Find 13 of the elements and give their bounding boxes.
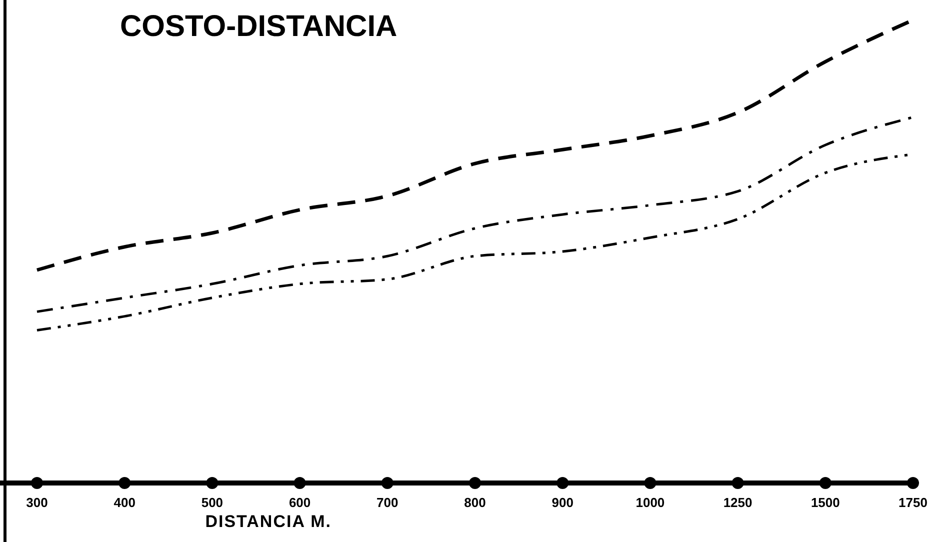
x-tick-label: 500 [201, 495, 224, 510]
x-tick-label: 1500 [810, 495, 840, 510]
x-tick-label: 900 [552, 495, 574, 510]
x-tick-label: 1000 [636, 495, 665, 510]
x-tick-label: 1250 [723, 495, 752, 510]
x-tick-label: 1750 [898, 495, 928, 510]
chart-title: COSTO-DISTANCIA [120, 10, 398, 43]
x-axis-title: DISTANCIA M. [205, 512, 332, 531]
x-tick-label: 600 [288, 495, 311, 510]
x-tick-label: 700 [376, 495, 398, 510]
x-tick-label: 800 [464, 495, 486, 510]
x-tick-label: 400 [114, 495, 136, 510]
x-tick-label: 300 [26, 495, 48, 510]
